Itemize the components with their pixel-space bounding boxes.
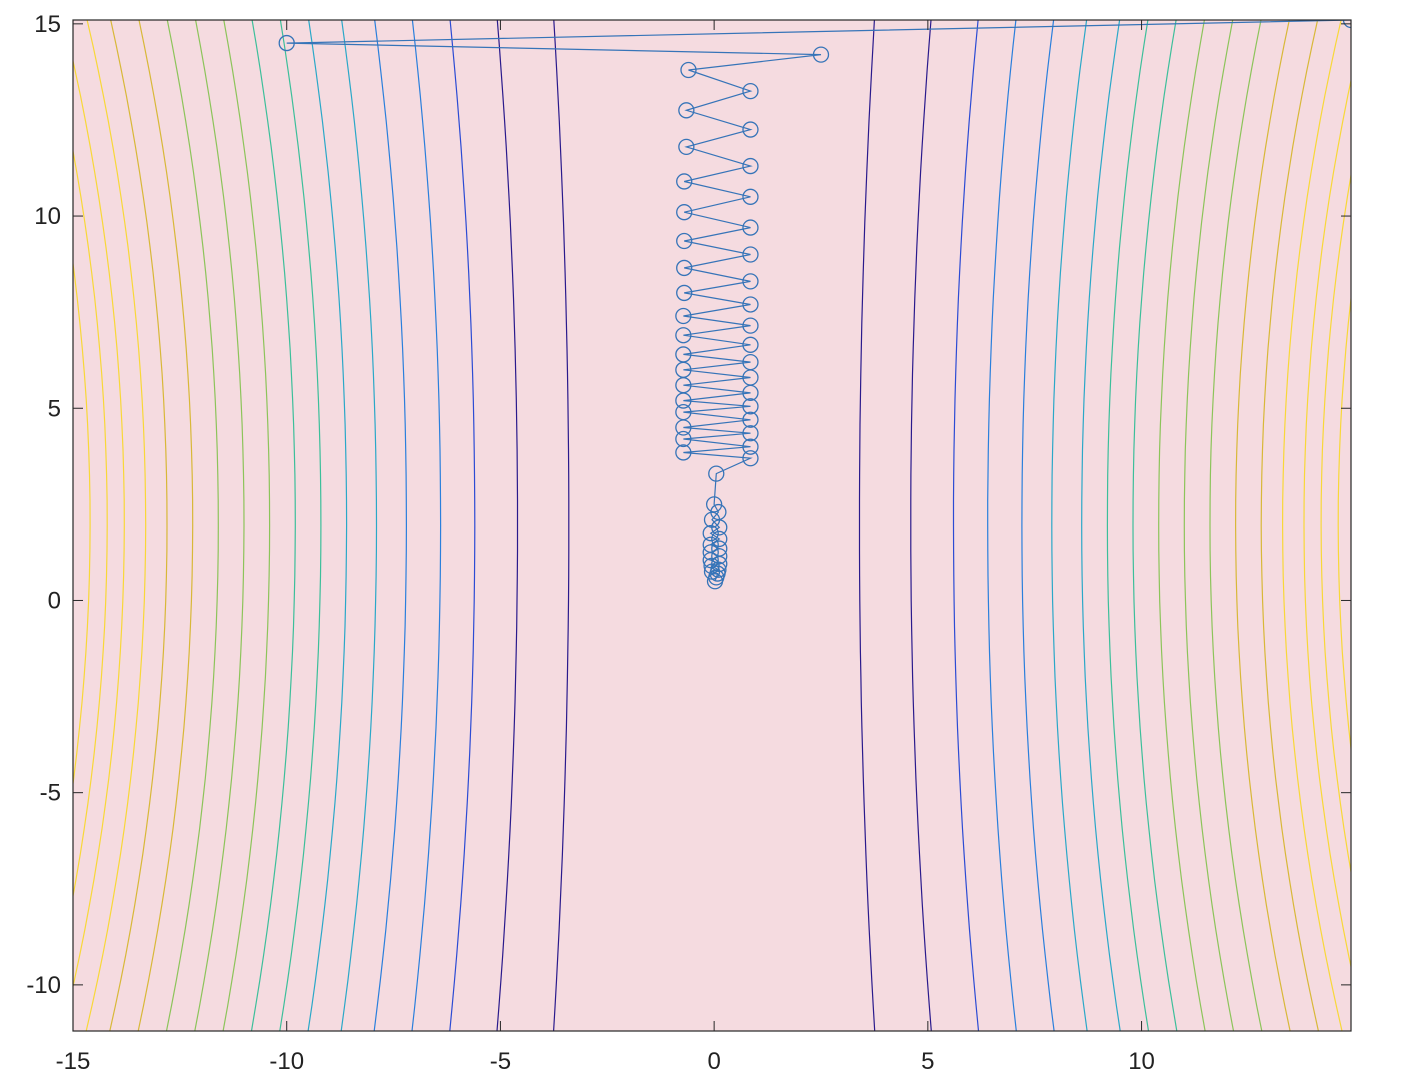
contour-line [279, 20, 322, 1031]
path-point [680, 61, 697, 79]
contour-line [1132, 20, 1178, 1031]
contour-line [858, 20, 876, 1031]
contour-line [1106, 20, 1150, 1031]
path-point [711, 530, 728, 548]
path-point [812, 46, 830, 63]
path-point [711, 519, 728, 536]
y-tick-label: 5 [48, 395, 61, 422]
contour-line [910, 20, 932, 1031]
path-point [742, 121, 759, 138]
contour-line [307, 20, 348, 1031]
path-point [675, 430, 692, 448]
x-tick-label: -10 [269, 1048, 304, 1075]
path-point [278, 34, 295, 52]
contour-line [449, 20, 476, 1031]
path-point [742, 450, 759, 467]
contour-line [1234, 20, 1291, 1031]
path-point [742, 188, 759, 205]
contour-line [165, 20, 219, 1031]
path-point [742, 82, 759, 100]
contour-line [1081, 20, 1121, 1031]
contour-lines [73, 20, 1351, 1031]
contour-line [194, 20, 245, 1031]
contour-line [1320, 171, 1351, 876]
contour-line [73, 58, 125, 989]
path-point [705, 496, 723, 513]
contour-line [411, 20, 442, 1031]
x-tick-label: 5 [921, 1048, 934, 1075]
path-point [702, 544, 719, 561]
path-point [675, 444, 692, 461]
contour-line [73, 259, 91, 788]
path-point [676, 173, 693, 190]
contour-line [137, 20, 194, 1031]
x-tick-label: -5 [490, 1048, 511, 1075]
path-point [676, 259, 693, 277]
contour-line [1260, 20, 1319, 1031]
contour-line [73, 147, 108, 900]
path-point [678, 102, 695, 119]
y-tick-label: 10 [34, 203, 61, 230]
contour-line [1337, 293, 1351, 754]
path-point [706, 573, 724, 590]
path-point [675, 392, 692, 409]
contour-line [222, 20, 271, 1031]
optimization-path [278, 20, 1351, 590]
path-point [742, 273, 759, 290]
contour-line [1183, 20, 1235, 1031]
path-point [676, 232, 693, 250]
x-tick-label: 10 [1128, 1048, 1155, 1075]
path-point [742, 438, 759, 455]
path-point [708, 465, 725, 482]
contour-line [250, 20, 296, 1031]
path-point [742, 384, 759, 402]
path-point [742, 219, 759, 236]
contour-line [1209, 20, 1263, 1031]
path-point [742, 317, 759, 334]
path-point [742, 411, 759, 428]
contour-line [496, 20, 519, 1031]
y-tick-label: 15 [34, 11, 61, 38]
path-point [675, 419, 692, 436]
contour-line [340, 20, 378, 1031]
y-tick-label: -10 [26, 972, 61, 999]
contour-line [1051, 20, 1088, 1031]
contour-line [1281, 20, 1343, 1031]
path-point [742, 296, 759, 313]
path-point [675, 307, 692, 325]
path-point [742, 246, 759, 263]
path-point [742, 425, 759, 442]
contour-line [553, 20, 570, 1031]
contour-line [85, 20, 147, 1031]
contour-line [109, 20, 168, 1031]
path-point [675, 327, 692, 344]
path-point [742, 336, 759, 353]
y-tick-label: 0 [48, 587, 61, 614]
path-point [742, 398, 759, 415]
contour-line [1158, 20, 1206, 1031]
path-point [742, 157, 759, 175]
contour-line [1303, 77, 1351, 970]
x-tick-label: -15 [56, 1048, 91, 1075]
contour-line [952, 20, 980, 1031]
path-point [676, 204, 693, 221]
axis-ticks: -15 -10 -5 0 5 10 15 10 5 0 -5 -10 [26, 11, 1351, 1075]
contour-line [1021, 20, 1055, 1031]
contour-line [987, 20, 1017, 1031]
path-point [678, 138, 695, 156]
path-point [676, 284, 693, 302]
contour-line [373, 20, 408, 1031]
x-tick-label: 0 [707, 1048, 720, 1075]
plot-frame [72, 19, 1352, 1032]
path-point [702, 525, 719, 542]
y-tick-label: -5 [40, 780, 61, 807]
